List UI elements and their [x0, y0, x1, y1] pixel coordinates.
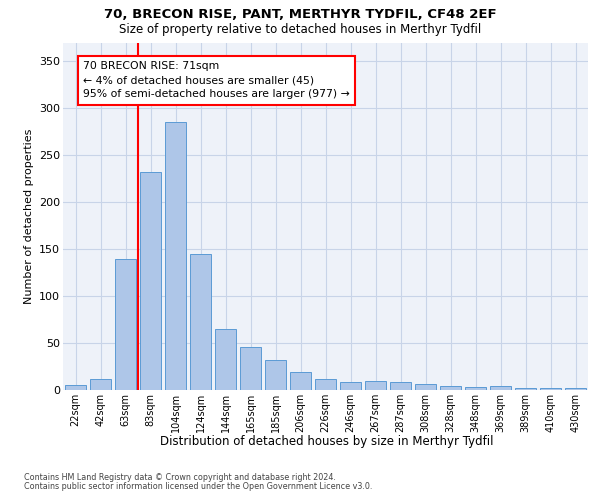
Bar — [415, 384, 436, 390]
Bar — [140, 172, 161, 390]
Text: Contains public sector information licensed under the Open Government Licence v3: Contains public sector information licen… — [24, 482, 373, 491]
Bar — [65, 386, 86, 390]
Bar — [90, 378, 111, 390]
Bar — [290, 372, 311, 390]
Text: Size of property relative to detached houses in Merthyr Tydfil: Size of property relative to detached ho… — [119, 22, 481, 36]
Bar — [540, 388, 561, 390]
Bar — [565, 388, 586, 390]
Bar — [265, 360, 286, 390]
Bar — [190, 254, 211, 390]
Y-axis label: Number of detached properties: Number of detached properties — [23, 128, 34, 304]
Bar — [390, 382, 411, 390]
Bar — [215, 329, 236, 390]
Bar — [115, 258, 136, 390]
Text: 70 BRECON RISE: 71sqm
← 4% of detached houses are smaller (45)
95% of semi-detac: 70 BRECON RISE: 71sqm ← 4% of detached h… — [83, 62, 350, 100]
Text: Contains HM Land Registry data © Crown copyright and database right 2024.: Contains HM Land Registry data © Crown c… — [24, 474, 336, 482]
Bar — [515, 388, 536, 390]
Bar — [240, 347, 261, 390]
Text: 70, BRECON RISE, PANT, MERTHYR TYDFIL, CF48 2EF: 70, BRECON RISE, PANT, MERTHYR TYDFIL, C… — [104, 8, 496, 20]
Bar — [340, 382, 361, 390]
Bar — [365, 380, 386, 390]
Bar — [465, 387, 486, 390]
Bar — [440, 386, 461, 390]
Bar — [315, 378, 336, 390]
Bar — [490, 386, 511, 390]
Bar — [165, 122, 186, 390]
Text: Distribution of detached houses by size in Merthyr Tydfil: Distribution of detached houses by size … — [160, 435, 494, 448]
